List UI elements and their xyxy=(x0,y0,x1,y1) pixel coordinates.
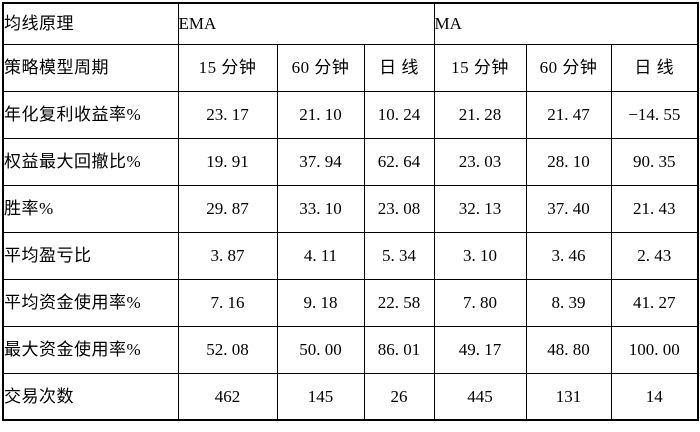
metric-label: 平均盈亏比 xyxy=(2,231,179,280)
metric-value: 50. 00 xyxy=(276,325,365,374)
metric-value: 3. 46 xyxy=(525,231,612,280)
table-row-max-drawdown: 权益最大回撤比% 19. 91 37. 94 62. 64 23. 03 28.… xyxy=(2,137,699,186)
metric-value: 28. 10 xyxy=(525,137,612,186)
period-header: 日 线 xyxy=(610,43,699,92)
strategy-comparison-table: 均线原理 EMA MA 策略模型周期 15 分钟 60 分钟 日 线 15 分钟… xyxy=(2,2,700,421)
metric-value: −14. 55 xyxy=(610,90,699,139)
metric-value: 21. 47 xyxy=(525,90,612,139)
metric-value: 145 xyxy=(276,372,365,421)
metric-label: 年化复利收益率% xyxy=(2,90,179,139)
metric-value: 26 xyxy=(363,372,435,421)
period-header: 日 线 xyxy=(363,43,435,92)
period-row-label: 策略模型周期 xyxy=(2,43,179,92)
table-row-max-capital-usage: 最大资金使用率% 52. 08 50. 00 86. 01 49. 17 48.… xyxy=(2,325,699,374)
metric-value: 10. 24 xyxy=(363,90,435,139)
metric-label: 交易次数 xyxy=(2,372,179,421)
metric-value: 3. 10 xyxy=(433,231,527,280)
metric-value: 9. 18 xyxy=(276,278,365,327)
metric-value: 86. 01 xyxy=(363,325,435,374)
metric-value: 32. 13 xyxy=(433,184,527,233)
table-row-trade-count: 交易次数 462 145 26 445 131 14 xyxy=(2,372,699,421)
period-header: 15 分钟 xyxy=(433,43,527,92)
table-header-row-periods: 策略模型周期 15 分钟 60 分钟 日 线 15 分钟 60 分钟 日 线 xyxy=(2,43,699,92)
metric-value: 8. 39 xyxy=(525,278,612,327)
period-header: 15 分钟 xyxy=(177,43,278,92)
metric-value: 22. 58 xyxy=(363,278,435,327)
metric-value: 48. 80 xyxy=(525,325,612,374)
metric-value: 21. 10 xyxy=(276,90,365,139)
metric-value: 100. 00 xyxy=(610,325,699,374)
metric-value: 37. 40 xyxy=(525,184,612,233)
metric-label: 胜率% xyxy=(2,184,179,233)
corner-cell: 均线原理 xyxy=(2,2,179,45)
metric-value: 2. 43 xyxy=(610,231,699,280)
metric-value: 4. 11 xyxy=(276,231,365,280)
metric-value: 29. 87 xyxy=(177,184,278,233)
metric-label: 最大资金使用率% xyxy=(2,325,179,374)
group-header-ema: EMA xyxy=(177,2,435,45)
period-header: 60 分钟 xyxy=(525,43,612,92)
table-row-annualized-return: 年化复利收益率% 23. 17 21. 10 10. 24 21. 28 21.… xyxy=(2,90,699,139)
metric-value: 90. 35 xyxy=(610,137,699,186)
metric-value: 14 xyxy=(610,372,699,421)
table-row-avg-profit-loss-ratio: 平均盈亏比 3. 87 4. 11 5. 34 3. 10 3. 46 2. 4… xyxy=(2,231,699,280)
metric-value: 131 xyxy=(525,372,612,421)
period-header: 60 分钟 xyxy=(276,43,365,92)
metric-value: 21. 43 xyxy=(610,184,699,233)
metric-value: 7. 80 xyxy=(433,278,527,327)
table-header-row-principle: 均线原理 EMA MA xyxy=(2,2,699,45)
metric-value: 37. 94 xyxy=(276,137,365,186)
metric-value: 7. 16 xyxy=(177,278,278,327)
group-header-ma: MA xyxy=(433,2,699,45)
metric-label: 平均资金使用率% xyxy=(2,278,179,327)
metric-value: 49. 17 xyxy=(433,325,527,374)
table-row-win-rate: 胜率% 29. 87 33. 10 23. 08 32. 13 37. 40 2… xyxy=(2,184,699,233)
metric-value: 3. 87 xyxy=(177,231,278,280)
metric-value: 52. 08 xyxy=(177,325,278,374)
metric-value: 462 xyxy=(177,372,278,421)
metric-value: 23. 08 xyxy=(363,184,435,233)
metric-label: 权益最大回撤比% xyxy=(2,137,179,186)
metric-value: 445 xyxy=(433,372,527,421)
metric-value: 23. 17 xyxy=(177,90,278,139)
metric-value: 21. 28 xyxy=(433,90,527,139)
table-row-avg-capital-usage: 平均资金使用率% 7. 16 9. 18 22. 58 7. 80 8. 39 … xyxy=(2,278,699,327)
metric-value: 23. 03 xyxy=(433,137,527,186)
metric-value: 33. 10 xyxy=(276,184,365,233)
metric-value: 41. 27 xyxy=(610,278,699,327)
metric-value: 19. 91 xyxy=(177,137,278,186)
metric-value: 5. 34 xyxy=(363,231,435,280)
metric-value: 62. 64 xyxy=(363,137,435,186)
